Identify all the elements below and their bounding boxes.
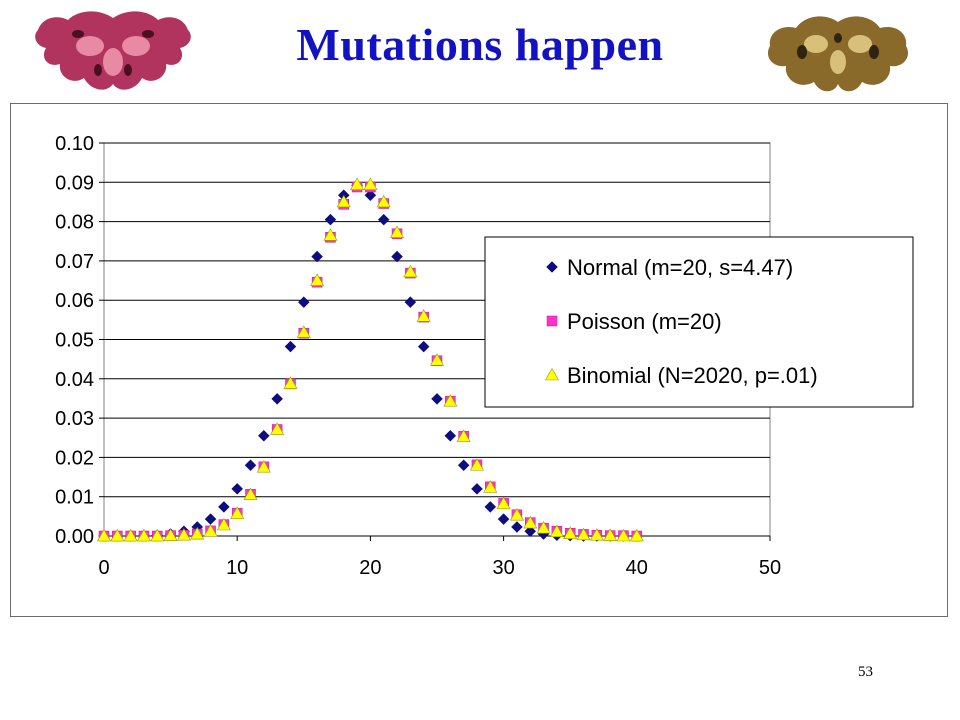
sepia-inkblot-image [767,16,909,92]
binomial-point [350,177,365,190]
normal-point [484,501,497,513]
y-tick-label: 0.01 [55,487,94,509]
binomial-point [243,487,258,501]
legend-entry-normal: Normal (m=20, s=4.47) [567,255,793,280]
binomial-point [549,524,564,537]
binomial-point [496,496,511,510]
normal-point [404,296,417,309]
binomial-point [536,521,551,534]
binomial-point [310,273,325,286]
normal-point [377,213,390,226]
y-tick-label: 0.00 [55,526,94,548]
normal-point [511,521,523,533]
y-tick-label: 0.03 [55,408,94,430]
binomial-point [323,228,338,241]
binomial-point [150,528,165,542]
binomial-point [629,528,644,542]
binomial-point [203,524,218,537]
binomial-point [376,194,391,208]
binomial-point [589,528,604,541]
binomial-point [509,508,524,521]
binomial-point [603,528,618,541]
binomial-point [563,526,578,539]
binomial-point [270,422,285,435]
binomial-point [429,353,445,366]
legend-entry-poisson: Poisson (m=20) [567,309,722,334]
y-tick-label: 0.04 [55,369,94,391]
chart-area: 0.00 0.01 0.02 0.03 0.04 0.05 0.06 0.07 0.08 0.09… [10,103,948,617]
normal-point [391,250,403,263]
normal-point [311,250,323,263]
normal-point [231,482,244,495]
binomial-point [296,325,311,338]
y-tick-label: 0.08 [55,212,94,234]
binomial-point [123,528,138,542]
normal-point [218,501,230,513]
slide-title: Mutations happen [296,19,664,70]
normal-point [444,429,457,442]
y-tick-label: 0.09 [55,172,94,194]
binomial-point [523,515,538,529]
binomial-point [616,528,631,542]
normal-point [271,392,284,405]
x-tick-label: 20 [359,557,381,579]
binomial-point [216,517,231,531]
normal-point [431,392,443,405]
x-tick-label: 10 [226,557,248,579]
x-tick-label: 30 [492,557,514,579]
x-tick-label: 0 [98,557,109,579]
legend-triangle-icon [544,367,560,381]
y-tick-label: 0.07 [55,251,94,273]
binomial-point [469,458,484,471]
binomial-point [110,528,125,542]
binomial-point [336,194,351,208]
normal-point [244,459,257,472]
binomial-point [230,506,245,519]
normal-point [297,296,310,309]
binomial-point [176,528,191,541]
x-tick-label: 40 [626,557,648,579]
normal-point [364,189,377,202]
y-tick-label: 0.02 [55,447,94,469]
page-number: 53 [858,664,873,680]
binomial-point [283,376,298,389]
binomial-point [190,526,205,540]
binomial-point [483,480,498,493]
normal-point [497,513,510,525]
binomial-point [256,460,271,473]
binomial-point [96,528,112,542]
legend-diamond-icon [546,261,558,273]
legend-entry-binomial: Binomial (N=2020, p=.01) [567,363,818,388]
distribution-chart: 0.00 0.01 0.02 0.03 0.04 0.05 0.06 0.07 0.08 0.09… [55,133,914,579]
binomial-point [456,429,471,442]
legend-square-icon [546,315,558,327]
binomial-point [576,527,591,541]
normal-point [417,340,430,353]
binomial-point [416,309,431,322]
normal-point [524,525,537,538]
binomial-point [403,264,418,278]
y-tick-label: 0.10 [55,133,94,155]
normal-point [284,340,297,353]
binomial-point [163,528,178,541]
normal-point [324,213,337,226]
x-tick-label: 50 [759,557,781,579]
normal-point [471,482,483,495]
y-tick-label: 0.06 [55,290,94,312]
pink-inkblot-image [35,11,191,90]
binomial-point [136,528,151,542]
normal-point [457,459,470,472]
binomial-point [390,225,405,238]
binomial-point [443,394,458,407]
y-tick-label: 0.05 [55,330,94,352]
binomial-point [363,177,378,190]
normal-point [257,429,270,442]
